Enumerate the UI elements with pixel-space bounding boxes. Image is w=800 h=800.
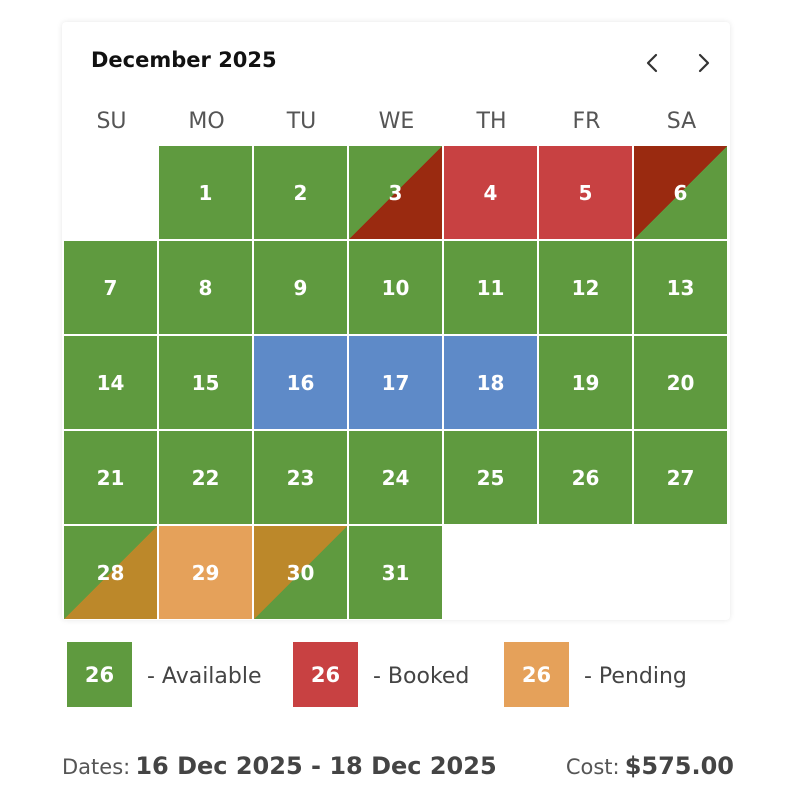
- day-cell[interactable]: 10: [349, 241, 442, 334]
- day-number: 18: [476, 370, 505, 395]
- day-cell[interactable]: 1: [159, 146, 252, 239]
- weekday-sa: SA: [666, 109, 697, 134]
- cost-label: Cost:: [565, 755, 620, 779]
- weekday-fr: FR: [572, 109, 601, 134]
- day-cell[interactable]: 21: [64, 431, 157, 524]
- chevron-left-icon: [646, 53, 658, 73]
- selected-dates: Dates: 16 Dec 2025 - 18 Dec 2025: [62, 752, 497, 780]
- day-cell[interactable]: 23: [254, 431, 347, 524]
- day-number: 17: [381, 370, 410, 395]
- day-cell[interactable]: 15: [159, 336, 252, 429]
- booking-calendar: December 2025 SU MO TU WE TH FR SA 1 2 3 4 5 6 7 8 9 10…: [62, 22, 730, 620]
- calendar-header: December 2025: [62, 22, 730, 100]
- day-cell[interactable]: 13: [634, 241, 727, 334]
- weekday-header-row: SU MO TU WE TH FR SA: [64, 102, 729, 146]
- day-cell[interactable]: 17: [349, 336, 442, 429]
- day-number: 11: [476, 275, 505, 300]
- day-cell[interactable]: 18: [444, 336, 537, 429]
- day-cell[interactable]: 25: [444, 431, 537, 524]
- day-number: 26: [571, 465, 600, 490]
- day-number: 15: [191, 370, 220, 395]
- day-cell[interactable]: 4: [444, 146, 537, 239]
- legend-label-booked: - Booked: [373, 664, 470, 689]
- day-cell[interactable]: 11: [444, 241, 537, 334]
- day-number: 9: [293, 275, 308, 300]
- dates-value: 16 Dec 2025 - 18 Dec 2025: [135, 752, 497, 780]
- day-number: 8: [198, 275, 213, 300]
- day-number: 2: [293, 180, 308, 205]
- weekday-mo: MO: [188, 109, 225, 134]
- day-number: 23: [286, 465, 315, 490]
- dates-label: Dates:: [62, 755, 131, 779]
- day-cell[interactable]: 8: [159, 241, 252, 334]
- day-number: 16: [286, 370, 315, 395]
- day-cell[interactable]: 28: [64, 526, 157, 619]
- day-cell[interactable]: 29: [159, 526, 252, 619]
- day-cell[interactable]: 19: [539, 336, 632, 429]
- day-number: 24: [381, 465, 410, 490]
- day-number: 27: [666, 465, 695, 490]
- day-cell[interactable]: 27: [634, 431, 727, 524]
- day-number: 4: [483, 180, 498, 205]
- day-number: 14: [96, 370, 125, 395]
- weekday-tu: TU: [286, 109, 317, 134]
- day-number: 25: [476, 465, 505, 490]
- booking-summary: Dates: 16 Dec 2025 - 18 Dec 2025 Cost: $…: [62, 748, 734, 788]
- day-cell[interactable]: 2: [254, 146, 347, 239]
- day-cell[interactable]: 6: [634, 146, 727, 239]
- legend: 26 - Available 26 - Booked 26 - Pending: [67, 642, 767, 708]
- weekday-su: SU: [96, 109, 127, 134]
- day-number: 1: [198, 180, 213, 205]
- weekday-th: TH: [476, 109, 507, 134]
- day-number: 29: [191, 560, 220, 585]
- day-cell[interactable]: 3: [349, 146, 442, 239]
- previous-month-button[interactable]: [637, 48, 667, 78]
- day-number: 28: [96, 560, 125, 585]
- day-cell[interactable]: 20: [634, 336, 727, 429]
- day-number: 19: [571, 370, 600, 395]
- legend-swatch-booked: 26: [293, 642, 358, 707]
- cost-value: $575.00: [624, 752, 734, 780]
- day-number: 5: [578, 180, 593, 205]
- day-number: 6: [673, 180, 688, 205]
- day-cell[interactable]: 9: [254, 241, 347, 334]
- day-cell[interactable]: 12: [539, 241, 632, 334]
- day-number: 30: [286, 560, 315, 585]
- day-number: 22: [191, 465, 220, 490]
- month-title: December 2025: [91, 48, 277, 72]
- day-cell[interactable]: 31: [349, 526, 442, 619]
- day-number: 31: [381, 560, 410, 585]
- weekday-we: WE: [378, 109, 415, 134]
- day-cell[interactable]: 30: [254, 526, 347, 619]
- day-number: 20: [666, 370, 695, 395]
- day-grid: 1 2 3 4 5 6 7 8 9 10 11 12 13 14 15 16 17 18 19 20 21 22 23 24 2…: [64, 146, 729, 620]
- day-number: 21: [96, 465, 125, 490]
- day-number: 3: [388, 180, 403, 205]
- legend-swatch-available: 26: [67, 642, 132, 707]
- legend-swatch-pending: 26: [504, 642, 569, 707]
- day-cell[interactable]: 5: [539, 146, 632, 239]
- day-number: 13: [666, 275, 695, 300]
- legend-label-available: - Available: [147, 664, 262, 689]
- day-number: 12: [571, 275, 600, 300]
- day-cell[interactable]: 22: [159, 431, 252, 524]
- day-cell[interactable]: 16: [254, 336, 347, 429]
- day-cell[interactable]: 24: [349, 431, 442, 524]
- legend-label-pending: - Pending: [584, 664, 687, 689]
- day-number: 10: [381, 275, 410, 300]
- day-cell[interactable]: 7: [64, 241, 157, 334]
- total-cost: Cost: $575.00: [566, 752, 734, 780]
- day-number: 7: [103, 275, 118, 300]
- chevron-right-icon: [698, 53, 710, 73]
- day-cell[interactable]: 26: [539, 431, 632, 524]
- day-cell[interactable]: 14: [64, 336, 157, 429]
- next-month-button[interactable]: [689, 48, 719, 78]
